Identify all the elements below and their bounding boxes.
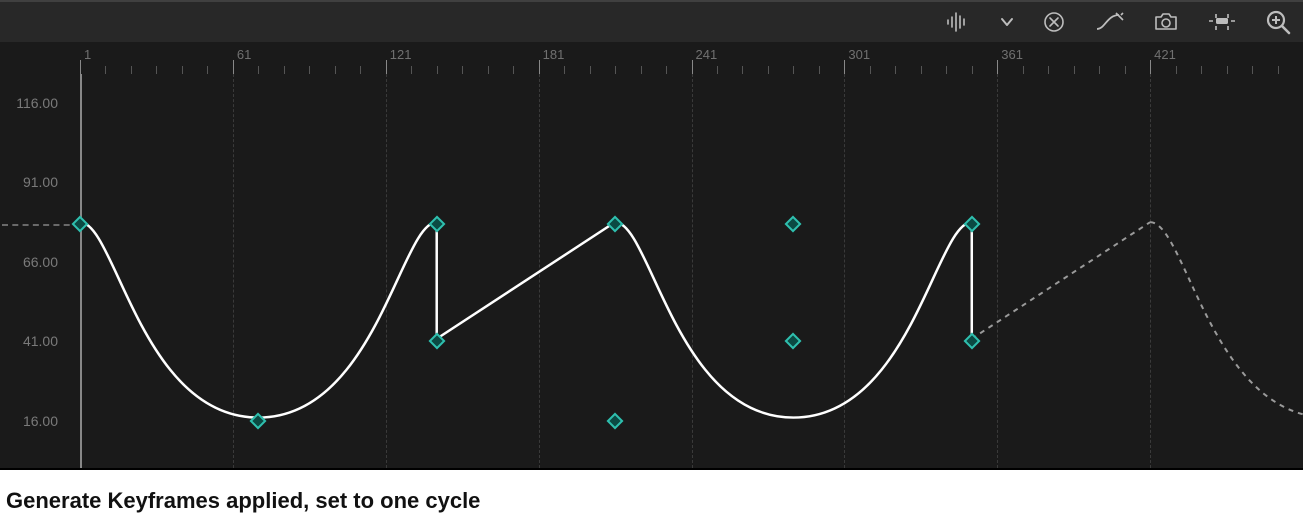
ruler-tick-minor [946,66,947,74]
y-axis-label: 41.00 [23,333,58,349]
ruler-tick-minor [488,66,489,74]
y-axis: 116.00 91.00 66.00 41.00 16.00 [0,74,80,468]
ruler-tick-major [1150,60,1151,74]
curve-segment-extrapolated [972,222,1150,339]
y-axis-label: 116.00 [16,95,58,111]
ruler-tick-minor [156,66,157,74]
keyframe-toolbar [0,2,1303,42]
figure-caption: Generate Keyframes applied, set to one c… [0,470,1303,524]
ruler-tick-minor [1227,66,1228,74]
ruler-tick-minor [335,66,336,74]
ruler-tick-major [539,60,540,74]
ruler-label: 361 [1001,47,1023,62]
ruler-label: 1 [84,47,91,62]
ruler-tick-minor [895,66,896,74]
ruler-tick-minor [615,66,616,74]
ruler-tick-minor [513,66,514,74]
ruler-tick-major [80,60,81,74]
ruler-tick-minor [437,66,438,74]
curve-segment-extrapolated [1150,222,1303,417]
ruler-tick-minor [972,66,973,74]
ruler-label: 421 [1154,47,1176,62]
clear-icon[interactable] [1037,5,1071,39]
ruler-tick-minor [793,66,794,74]
graph-canvas[interactable] [80,74,1303,468]
ruler-label: 61 [237,47,251,62]
ruler-tick-minor [411,66,412,74]
ruler-tick-minor [1176,66,1177,74]
ruler-tick-minor [870,66,871,74]
curve-segment-solid[interactable] [615,222,972,417]
ruler-tick-major [997,60,998,74]
ruler-tick-minor [641,66,642,74]
ruler-tick-minor [1125,66,1126,74]
ruler-tick-minor [182,66,183,74]
fit-view-icon[interactable] [1205,5,1239,39]
ruler-tick-major [386,60,387,74]
curve-segment-solid[interactable] [80,222,437,417]
ruler-tick-major [233,60,234,74]
ruler-tick-minor [742,66,743,74]
ruler-tick-minor [284,66,285,74]
ruler-tick-minor [1099,66,1100,74]
ruler-tick-minor [717,66,718,74]
ruler-tick-minor [921,66,922,74]
ruler-tick-minor [819,66,820,74]
ruler-label: 121 [390,47,412,62]
keyframe-editor-panel: 1 61 121 181 241 301 361 421 116.00 91.00 66.00 41… [0,0,1303,470]
ruler-tick-minor [768,66,769,74]
ruler-tick-minor [666,66,667,74]
ruler-tick-minor [258,66,259,74]
y-axis-label: 16.00 [23,413,58,429]
dropdown-chevron-icon[interactable] [999,5,1015,39]
ruler-tick-minor [1201,66,1202,74]
ruler-tick-minor [1023,66,1024,74]
ruler-tick-minor [105,66,106,74]
y-axis-label: 66.00 [23,254,58,270]
curve-svg [80,74,1303,468]
ruler-tick-minor [564,66,565,74]
ruler-tick-minor [1252,66,1253,74]
ruler-tick-minor [590,66,591,74]
curve-edit-icon[interactable] [1093,5,1127,39]
ruler-tick-minor [309,66,310,74]
ruler-tick-minor [462,66,463,74]
ruler-label: 181 [543,47,565,62]
baseline-indicator [2,224,80,226]
y-axis-label: 91.00 [23,174,58,190]
ruler-tick-major [844,60,845,74]
zoom-in-icon[interactable] [1261,5,1295,39]
ruler-tick-minor [207,66,208,74]
ruler-tick-minor [131,66,132,74]
graph-plot-area: 116.00 91.00 66.00 41.00 16.00 [0,74,1303,468]
snapshot-icon[interactable] [1149,5,1183,39]
ruler-label: 241 [696,47,718,62]
ruler-label: 301 [848,47,870,62]
audio-waveform-icon[interactable] [943,5,977,39]
timeline-ruler[interactable]: 1 61 121 181 241 301 361 421 [80,42,1303,74]
ruler-tick-minor [1074,66,1075,74]
ruler-tick-minor [1048,66,1049,74]
ruler-tick-minor [1278,66,1279,74]
curve-segment-solid[interactable] [437,222,615,339]
ruler-tick-major [692,60,693,74]
ruler-tick-minor [360,66,361,74]
